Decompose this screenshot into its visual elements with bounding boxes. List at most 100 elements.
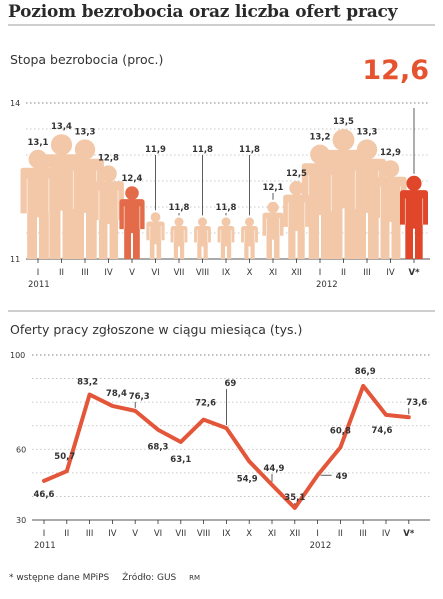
x-tick-label: VI: [154, 529, 162, 539]
figure-body: [241, 226, 258, 259]
chart-title: Poziom bezrobocia oraz liczba ofert prac…: [8, 2, 398, 22]
value-label: 12,5: [286, 169, 307, 179]
value-label: 13,3: [357, 127, 378, 137]
x-tick-label: VIII: [197, 529, 210, 539]
figure-body: [400, 190, 428, 259]
figure-head: [174, 217, 184, 227]
figure-body: [374, 176, 407, 259]
figure-head: [381, 160, 400, 178]
x-tick-label: I: [37, 268, 40, 278]
footer: * wstępne dane MPiPS Źródło: GUS RM: [9, 573, 210, 583]
figure-head: [332, 129, 355, 151]
title-rule: [8, 24, 435, 26]
value-label: 76,3: [129, 392, 150, 402]
year-label: 2011: [34, 541, 56, 551]
figure-head: [50, 134, 73, 156]
value-label: 13,4: [51, 122, 72, 132]
x-tick-label: VIII: [196, 268, 209, 278]
x-tick-label: XII: [289, 529, 300, 539]
year-label: 2012: [310, 541, 332, 551]
x-tick-label: V: [132, 529, 138, 539]
value-label: 12,8: [98, 153, 119, 163]
figure-body: [262, 212, 284, 259]
x-tick-label: III: [86, 529, 94, 539]
value-label: 68,3: [148, 443, 169, 453]
x-tick-label: VII: [174, 268, 185, 278]
figure-body: [93, 181, 124, 259]
value-label: 44,9: [264, 464, 285, 474]
footnote: * wstępne dane MPiPS: [9, 573, 110, 583]
value-label: 11,8: [216, 203, 237, 213]
figure-head: [125, 186, 139, 200]
value-label: 72,6: [195, 399, 216, 409]
value-label: 11,9: [145, 145, 166, 155]
value-label: 35,1: [284, 493, 305, 503]
figure-body: [119, 199, 145, 259]
figure-body: [20, 167, 56, 259]
year-label: 2012: [316, 280, 338, 290]
value-label: 13,3: [75, 127, 96, 137]
source: Źródło: GUS: [122, 573, 177, 583]
figure-head: [150, 212, 161, 223]
x-tick-label: III: [363, 268, 371, 278]
x-tick-label: V*: [408, 268, 420, 278]
value-label: 86,9: [355, 367, 376, 377]
x-tick-label: V*: [403, 529, 415, 539]
x-tick-label: X: [247, 268, 253, 278]
figure-body: [217, 226, 235, 259]
figure-head: [356, 139, 378, 160]
person-figure: [283, 181, 310, 259]
value-label: 12,1: [263, 183, 284, 193]
x-tick-label: I: [43, 529, 46, 539]
year-label: 2011: [28, 280, 50, 290]
y-tick-label: 100: [10, 351, 25, 360]
value-label: 13,1: [28, 138, 49, 148]
figure-body: [283, 194, 310, 259]
x-tick-label: X: [246, 529, 252, 539]
value-label: 12,9: [380, 148, 401, 158]
latest-unemployment-value: 12,6: [362, 55, 429, 86]
value-label: 11,8: [169, 203, 190, 213]
figure-body: [170, 226, 188, 259]
figure-head: [197, 217, 208, 227]
person-figure: [262, 201, 284, 259]
x-tick-label: VI: [151, 268, 159, 278]
value-label: 13,5: [333, 117, 354, 127]
x-tick-label: II: [64, 529, 69, 539]
figure-head: [100, 165, 117, 183]
person-figure: [170, 217, 188, 259]
y-tick-label: 60: [16, 445, 26, 454]
x-tick-label: II: [59, 268, 64, 278]
author-initials: RM: [189, 574, 201, 582]
person-figure: [20, 149, 56, 259]
value-label: 78,4: [106, 389, 127, 399]
value-label: 46,6: [34, 490, 55, 500]
unemployment-chart: 141113,113,413,312,812,411,911,811,811,8…: [10, 99, 430, 290]
value-label: 11,8: [239, 145, 260, 155]
person-figure: [241, 217, 258, 259]
figure-head: [28, 149, 48, 169]
person-figure: [217, 217, 235, 259]
unemployment-subtitle: Stopa bezrobocia (proc.): [10, 52, 164, 67]
value-label: 11,8: [192, 145, 213, 155]
figure-body: [194, 226, 211, 259]
person-figure: [119, 186, 145, 259]
person-figure: [93, 165, 124, 259]
value-label: 50,7: [54, 452, 75, 462]
figure-head: [221, 217, 231, 227]
job-offers-subtitle: Oferty pracy zgłoszone w ciągu miesiąca …: [10, 322, 303, 337]
x-tick-label: XI: [268, 529, 276, 539]
value-label: 54,9: [237, 474, 258, 484]
value-label: 13,2: [310, 133, 331, 143]
x-tick-label: III: [359, 529, 367, 539]
section-rule: [8, 310, 435, 312]
x-tick-label: VII: [175, 529, 186, 539]
x-tick-label: XII: [291, 268, 302, 278]
x-tick-label: IV: [386, 268, 395, 278]
value-label: 12,4: [122, 174, 143, 184]
x-tick-label: III: [81, 268, 89, 278]
x-tick-label: IX: [222, 268, 231, 278]
x-tick-label: I: [319, 268, 322, 278]
x-tick-label: IV: [104, 268, 113, 278]
x-tick-label: I: [316, 529, 319, 539]
